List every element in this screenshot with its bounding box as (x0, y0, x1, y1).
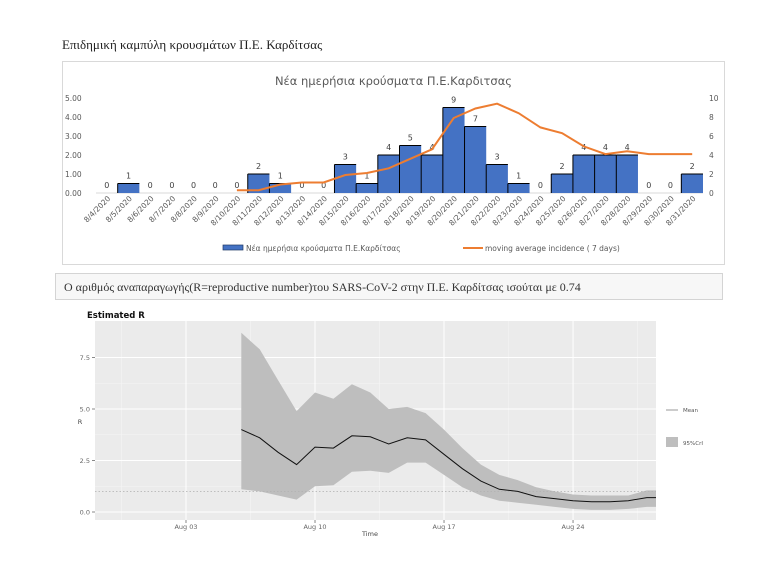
bar-data-label: 0 (234, 181, 239, 190)
bar-data-label: 5 (408, 134, 413, 143)
bar-data-label: 0 (668, 181, 673, 190)
bar (269, 183, 292, 193)
bar-data-label: 1 (516, 172, 521, 181)
left-axis-tick-label: 1.00 (65, 170, 82, 179)
bar-data-label: 3 (343, 153, 348, 162)
bar-data-label: 1 (278, 172, 283, 181)
plot-panel (95, 321, 656, 520)
left-axis-tick-label: 0.00 (65, 189, 82, 198)
bar-data-label: 4 (603, 143, 608, 152)
y-axis-tick-label: 0.0 (80, 509, 90, 517)
bar (356, 183, 378, 193)
legend-ci-swatch (666, 437, 678, 447)
bar-data-label: 4 (625, 143, 630, 152)
bar (399, 145, 422, 193)
bar (594, 155, 617, 193)
legend-bar-swatch (222, 244, 244, 251)
legend-bar-label: Νέα ημερήσια κρούσματα Π.Ε.Καρδίτσας (246, 244, 401, 253)
right-axis-tick-label: 2 (709, 170, 714, 179)
x-axis-tick-label: Aug 17 (433, 523, 456, 531)
left-axis-tick-label: 4.00 (65, 113, 82, 122)
bar-data-label: 1 (126, 172, 131, 181)
bar (442, 107, 465, 193)
bar-data-label: 2 (256, 162, 261, 171)
bar-data-label: 0 (538, 181, 543, 190)
r-info-text: Ο αριθμός αναπαραγωγής(R=reproductive nu… (64, 280, 581, 294)
bar-data-label: 9 (451, 96, 456, 105)
bar (334, 164, 357, 193)
mean-line (241, 429, 656, 503)
bar-data-label: 0 (646, 181, 651, 190)
x-axis-tick-label: Aug 03 (174, 523, 197, 531)
legend-mean-label: Mean (683, 408, 698, 414)
y-axis-title: R (78, 418, 83, 426)
right-axis-tick-label: 6 (709, 132, 714, 141)
bar (486, 164, 508, 193)
left-axis-tick-label: 2.00 (65, 151, 82, 160)
y-axis-tick-label: 7.5 (80, 354, 90, 362)
bar (464, 126, 487, 193)
bar (616, 155, 638, 193)
credible-interval-ribbon (241, 332, 657, 510)
right-axis-tick-label: 0 (709, 189, 714, 198)
bar (551, 174, 573, 193)
r-info-box: Ο αριθμός αναπαραγωγής(R=reproductive nu… (55, 273, 723, 300)
bar-data-label: 0 (321, 181, 326, 190)
legend-line-label: moving average incidence ( 7 days) (485, 244, 620, 253)
bar (507, 183, 530, 193)
bar (117, 183, 140, 193)
legend-ci-label: 95%CrI (683, 441, 703, 447)
bar-data-label: 7 (473, 115, 478, 124)
x-axis-tick-label: Aug 24 (562, 523, 585, 531)
x-axis-title: Time (361, 530, 378, 538)
bar-data-label: 4 (581, 143, 586, 152)
bar-data-label: 4 (386, 143, 391, 152)
r-chart-title: Estimated R (87, 311, 145, 321)
epidemic-curve-chart: Νέα ημερήσια κρούσματα Π.Ε.Καρδιτσας 0.0… (62, 61, 725, 265)
bar-data-label: 2 (690, 162, 695, 171)
bar-data-label: 0 (191, 181, 196, 190)
bar-data-label: 2 (560, 162, 565, 171)
bar-data-label: 3 (495, 153, 500, 162)
y-axis-tick-label: 5.0 (80, 406, 90, 414)
chart-title: Νέα ημερήσια κρούσματα Π.Ε.Καρδιτσας (274, 74, 513, 88)
bar-data-label: 0 (213, 181, 218, 190)
bar-data-label: 0 (299, 181, 304, 190)
right-axis-tick-label: 10 (709, 94, 719, 103)
bar (572, 155, 595, 193)
right-axis-tick-label: 8 (709, 113, 714, 122)
bar-data-label: 0 (104, 181, 109, 190)
bar-data-label: 0 (169, 181, 174, 190)
moving-average-line (236, 102, 693, 192)
left-axis-tick-label: 5.00 (65, 94, 82, 103)
left-axis-tick-label: 3.00 (65, 132, 82, 141)
bar (421, 155, 443, 193)
bar (681, 174, 703, 193)
bar-data-label: 4 (429, 143, 434, 152)
bar-data-label: 0 (148, 181, 153, 190)
y-axis-tick-label: 2.5 (80, 457, 90, 465)
page-heading: Επιδημική καμπύλη κρουσμάτων Π.Ε. Καρδίτ… (62, 37, 323, 52)
x-axis-tick-label: Aug 10 (303, 523, 326, 531)
bar-data-label: 1 (364, 172, 369, 181)
right-axis-tick-label: 4 (709, 151, 714, 160)
bar (377, 155, 400, 193)
